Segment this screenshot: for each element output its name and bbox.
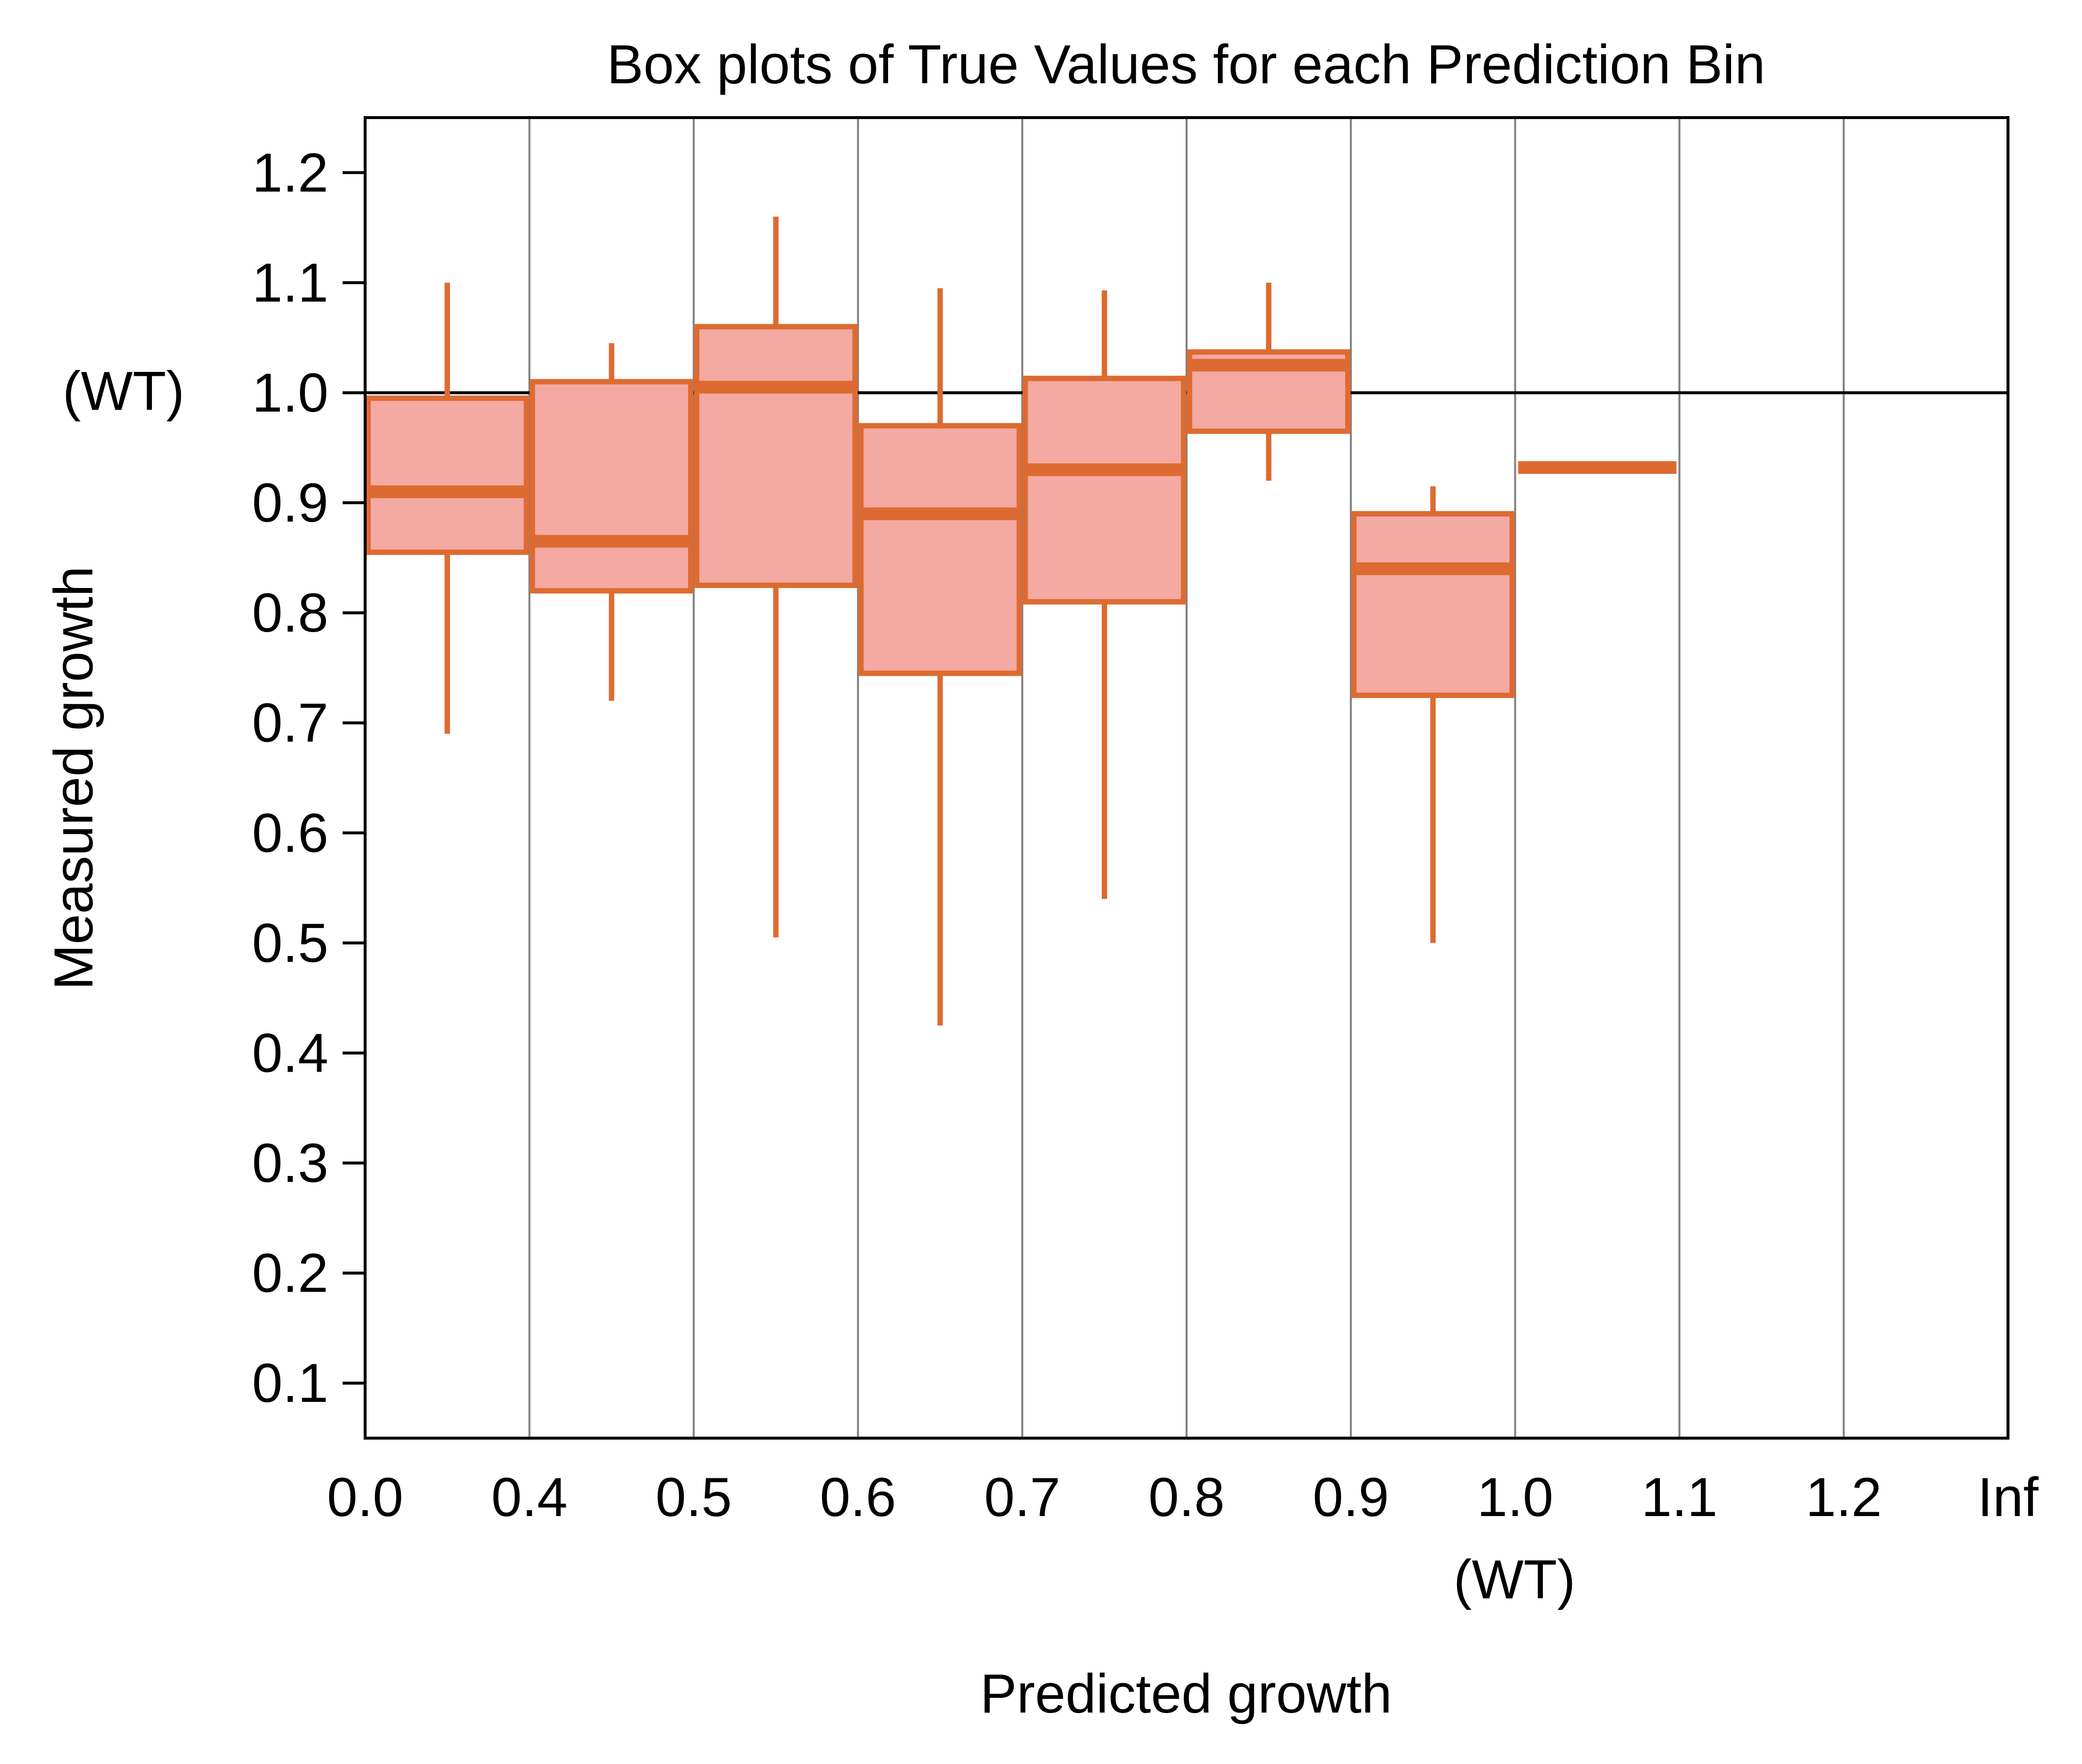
y-tick-label: 0.8 <box>252 582 328 643</box>
plot-area-frame <box>364 116 2009 1440</box>
box-iqr <box>858 423 1022 676</box>
x-tick-label: 0.7 <box>984 1467 1061 1528</box>
x-axis-wt-label: (WT) <box>1454 1549 1576 1610</box>
y-tick-label: 0.1 <box>252 1352 328 1414</box>
box-0.7-0.8 <box>1022 290 1187 899</box>
y-tick-label: 0.4 <box>252 1022 328 1083</box>
y-tick-label: 1.0 <box>252 362 328 423</box>
box-iqr <box>1351 511 1515 698</box>
box-0.0-0.4 <box>365 282 529 734</box>
x-tick-label: 1.0 <box>1477 1467 1554 1528</box>
box-iqr <box>1022 375 1187 605</box>
box-0.5-0.6 <box>694 217 858 938</box>
x-tick-label: Inf <box>1978 1467 2039 1528</box>
y-axis-wt-label: (WT) <box>63 361 185 422</box>
y-tick-label: 0.6 <box>252 802 328 863</box>
box-iqr <box>694 324 858 588</box>
box-0.8-0.9 <box>1187 282 1351 481</box>
box-iqr <box>529 379 694 594</box>
y-tick-label: 1.2 <box>252 142 328 203</box>
box-0.6-0.7 <box>858 288 1022 1026</box>
x-tick-label: 0.5 <box>656 1467 732 1528</box>
y-axis-ticks: 0.1 0.2 0.3 0.4 0.5 0.6 0.7 0.8 0.9 1.0 1.1 1.2 <box>252 142 365 1414</box>
x-tick-label: 1.2 <box>1806 1467 1882 1528</box>
box-series <box>365 217 1677 1026</box>
box-iqr <box>365 395 529 555</box>
y-tick-label: 0.5 <box>252 912 328 974</box>
y-tick-label: 0.7 <box>252 692 328 754</box>
x-tick-label: 0.6 <box>820 1467 896 1528</box>
y-tick-label: 0.2 <box>252 1243 328 1304</box>
y-tick-label: 0.3 <box>252 1132 328 1194</box>
box-0.4-0.5 <box>529 343 694 701</box>
x-axis-ticks: 0.0 0.4 0.5 0.6 0.7 0.8 0.9 1.0 1.1 1.2 Inf <box>327 1467 2039 1528</box>
x-tick-label: 1.1 <box>1641 1467 1718 1528</box>
x-tick-label: 0.8 <box>1148 1467 1225 1528</box>
box-0.9-1.0 <box>1351 486 1515 943</box>
y-tick-label: 1.1 <box>252 252 328 313</box>
x-tick-label: 0.9 <box>1313 1467 1389 1528</box>
x-axis-label: Predicted growth <box>980 1663 1392 1724</box>
y-tick-label: 0.9 <box>252 472 328 534</box>
vertical-gridlines <box>528 118 1845 1438</box>
x-tick-label: 0.0 <box>327 1467 403 1528</box>
y-axis-label: Measured growth <box>43 566 104 990</box>
x-tick-label: 0.4 <box>491 1467 568 1528</box>
chart-title: Box plots of True Values for each Predic… <box>607 34 1765 95</box>
